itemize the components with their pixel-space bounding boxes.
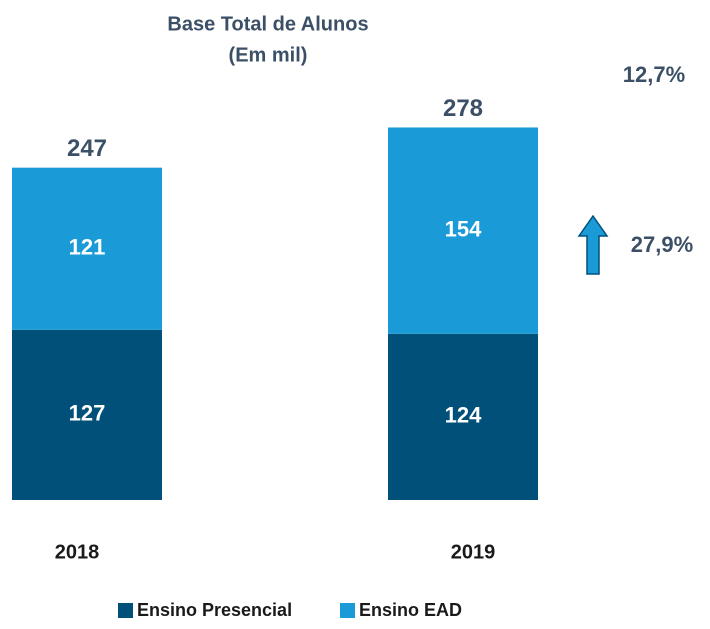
data-label: 121 xyxy=(69,235,106,260)
up-arrow xyxy=(577,214,609,275)
bar-segment xyxy=(388,333,538,500)
legend-swatch xyxy=(340,603,355,618)
total-label: 247 xyxy=(67,135,107,162)
bar-segment xyxy=(388,127,538,334)
annotation: 27,9% xyxy=(631,232,693,257)
data-label: 154 xyxy=(445,216,482,241)
data-label: 124 xyxy=(445,403,482,428)
x-tick-label: 2019 xyxy=(451,541,496,563)
legend-swatch xyxy=(118,603,133,618)
chart-subtitle: (Em mil) xyxy=(229,44,308,66)
bar-segment xyxy=(12,329,162,500)
chart-title: Base Total de Alunos xyxy=(167,13,368,35)
legend-label: Ensino EAD xyxy=(359,600,462,620)
x-tick-label: 2018 xyxy=(55,541,100,563)
legend-label: Ensino Presencial xyxy=(137,600,292,620)
bar-segment xyxy=(12,167,162,330)
total-label: 278 xyxy=(443,95,483,122)
annotation: 12,7% xyxy=(623,62,685,87)
data-label: 127 xyxy=(69,401,106,426)
